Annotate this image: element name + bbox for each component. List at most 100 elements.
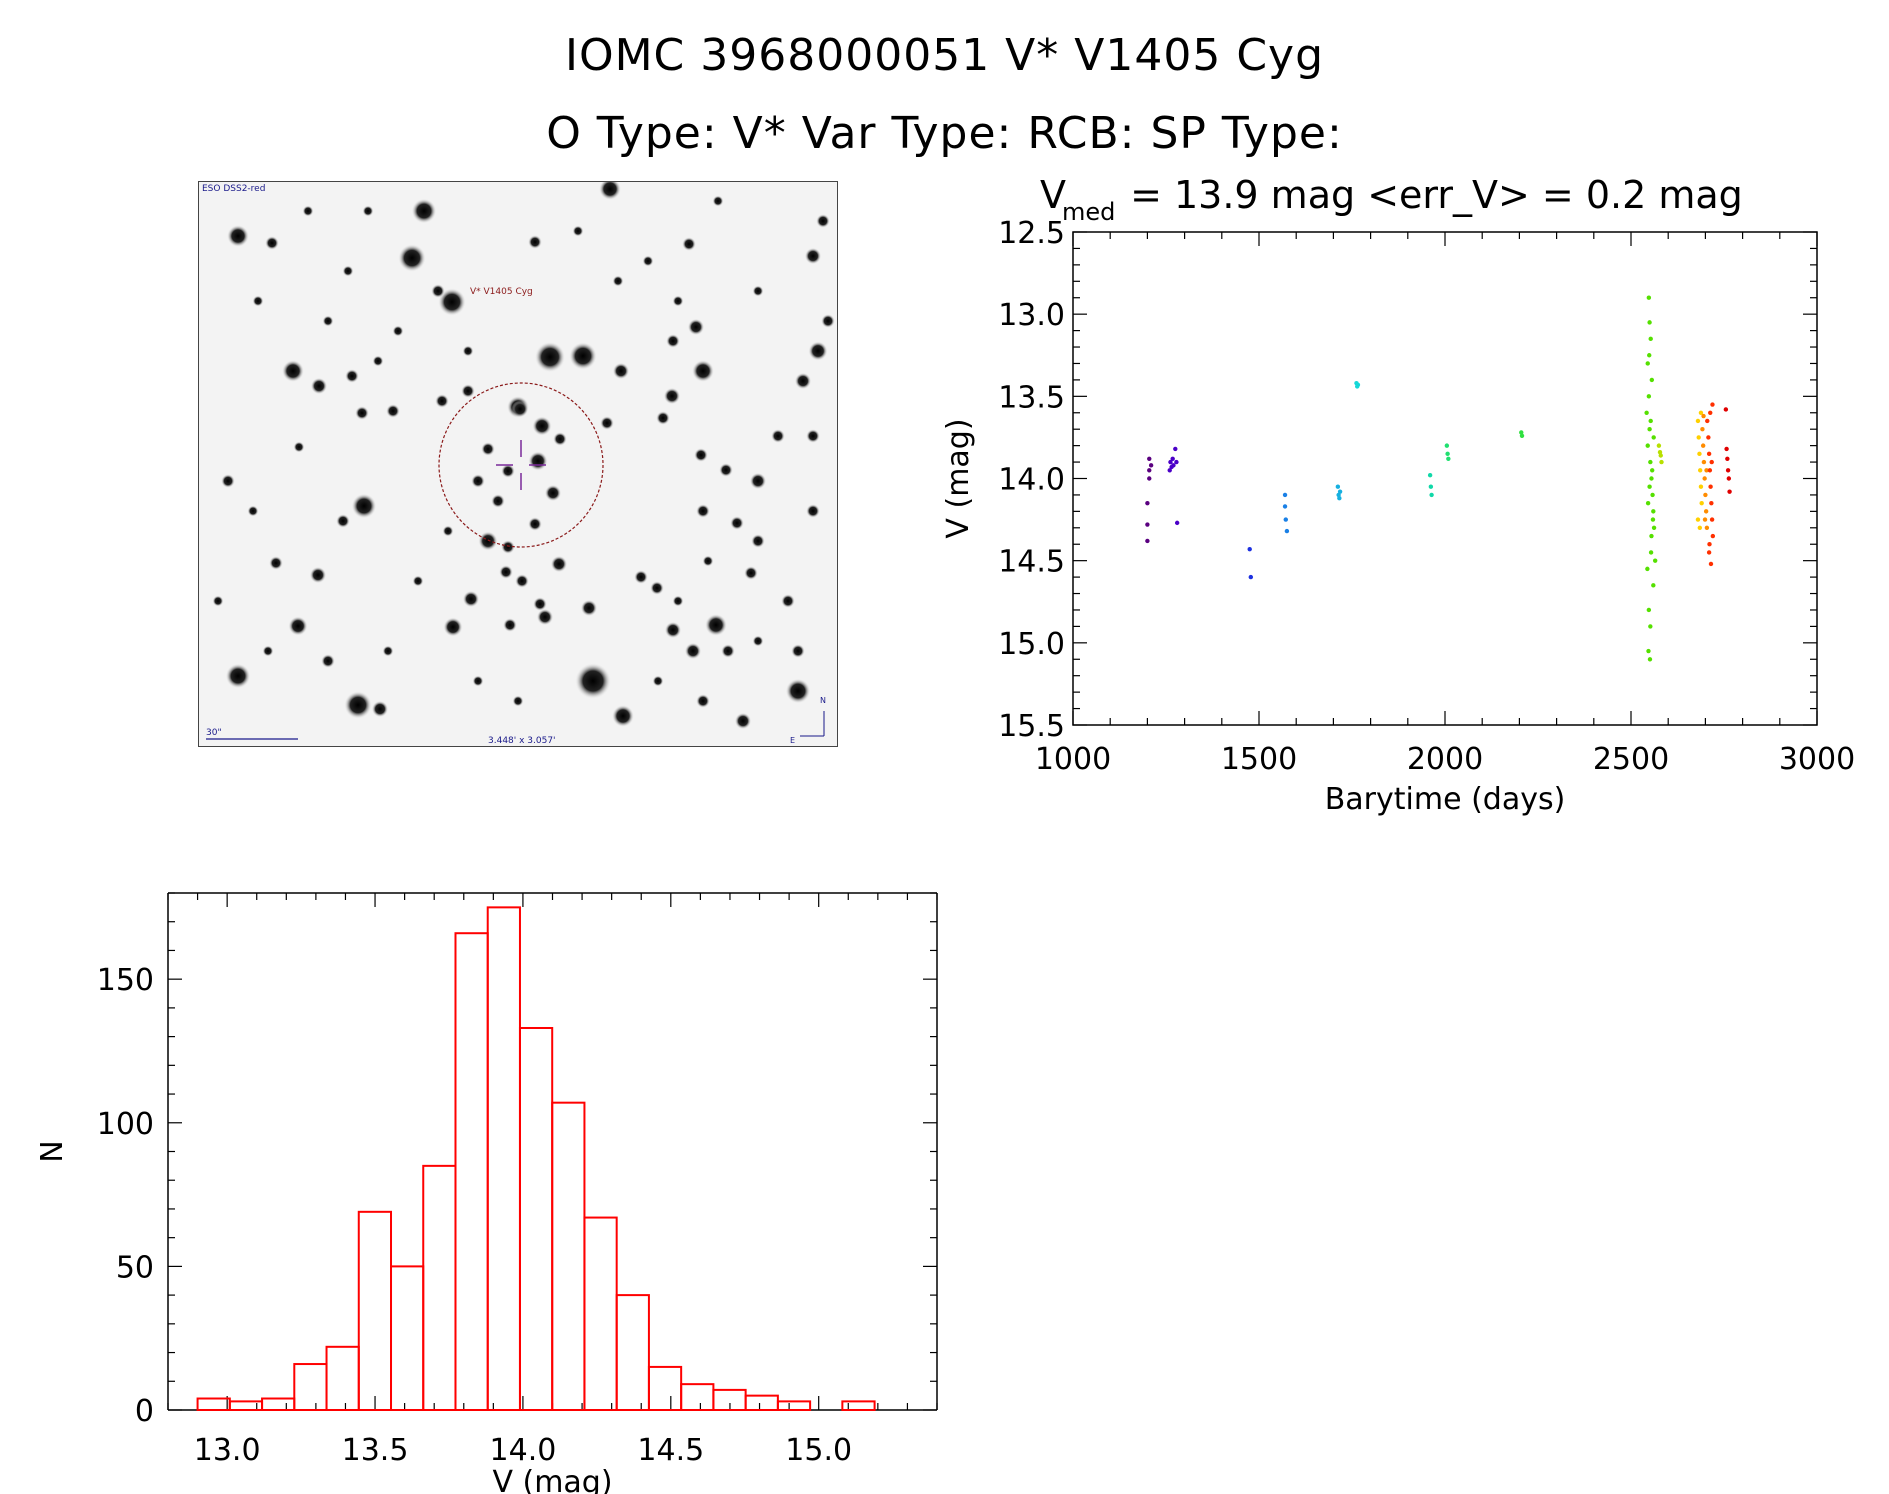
star [499,565,513,579]
data-point [1695,418,1701,424]
y-tick-label: 12.5 [998,216,1065,251]
star [345,369,359,383]
star [398,244,426,272]
data-point [1651,509,1656,514]
data-point [1702,476,1707,481]
star [252,295,264,307]
star [386,404,400,418]
x-axis-label: V (mag) [492,1465,612,1494]
data-point [1148,463,1154,468]
star [702,555,714,567]
star [528,517,542,531]
data-point [1649,377,1655,383]
data-point [1703,509,1709,514]
star [730,516,744,530]
x-tick-label: 13.0 [194,1433,261,1468]
star [687,318,705,336]
data-point [1147,476,1152,481]
histogram-bar [261,1397,296,1411]
data-point [1709,459,1714,465]
star [443,617,463,637]
data-point [1248,574,1254,580]
data-point [1445,451,1450,457]
star [501,464,515,478]
star [533,597,547,611]
data-point [1697,525,1703,530]
star [322,315,334,327]
star [682,237,696,251]
data-point [1697,468,1703,473]
star [392,325,404,337]
y-tick-label: 13.5 [998,380,1065,415]
data-point [1645,566,1650,572]
data-point [1147,456,1152,461]
star [503,618,517,632]
data-point [1647,427,1652,432]
star [691,359,715,383]
data-point [1706,451,1712,457]
data-point [1170,456,1175,461]
data-point [1708,484,1713,489]
y-axis-label: N [40,1140,70,1162]
star [472,675,484,687]
x-tick-label: 13.5 [342,1433,409,1468]
data-point [1648,459,1653,465]
y-tick-label: 150 [97,963,154,998]
star [771,429,785,443]
x-tick-label: 3000 [1779,742,1855,777]
data-point [1645,500,1651,506]
star [269,556,283,570]
star [569,342,597,370]
histogram-bar [486,906,521,1411]
histogram-bar [744,1394,779,1412]
star [372,355,384,367]
y-tick-label: 0 [135,1394,154,1429]
star [528,451,548,471]
star [694,448,708,462]
histogram-bar [518,1026,554,1411]
data-point [1283,517,1288,522]
data-point [1648,336,1653,342]
data-point [1646,648,1651,654]
y-axis-label: V (mag) [941,418,976,538]
data-point [1650,492,1655,498]
data-point [1282,492,1288,498]
data-point [1247,546,1252,552]
data-point [1700,443,1706,448]
star [293,441,305,453]
magnitude-histogram: 13.0 13.5 14.0 14.5 15.0 0 50 100 150 V (mag) N [40,892,938,1494]
star [734,712,752,730]
star [435,394,449,408]
data-point [1650,517,1656,522]
y-tick-label: 15.5 [998,709,1065,744]
data-point [1174,459,1179,465]
star [491,494,505,508]
data-point [1646,295,1652,300]
star [321,654,335,668]
star [752,635,764,647]
star [462,345,474,357]
target-label: V* V1405 Cyg [470,287,533,297]
histogram-bar [841,1400,876,1412]
image-frame [198,181,838,747]
data-point [1696,435,1701,440]
data-point [1337,489,1343,494]
star [666,334,680,348]
x-tick-label: 14.0 [490,1433,557,1468]
star [461,384,475,398]
star [804,247,822,265]
star [704,613,728,637]
data-point [1727,489,1732,494]
data-point [1651,525,1657,530]
data-point [1701,413,1706,419]
x-axis-label: Barytime (days) [1325,782,1566,817]
light-curve-title: V med = 13.9 mag <err_V> = 0.2 mag [1040,173,1743,226]
data-point [1726,476,1732,481]
data-point [1647,484,1652,489]
histogram-bar [357,1210,393,1412]
histogram-bar [647,1365,683,1411]
data-point [1519,433,1525,438]
star [611,704,635,728]
star [310,377,328,395]
x-tick-label: 15.0 [785,1433,852,1468]
